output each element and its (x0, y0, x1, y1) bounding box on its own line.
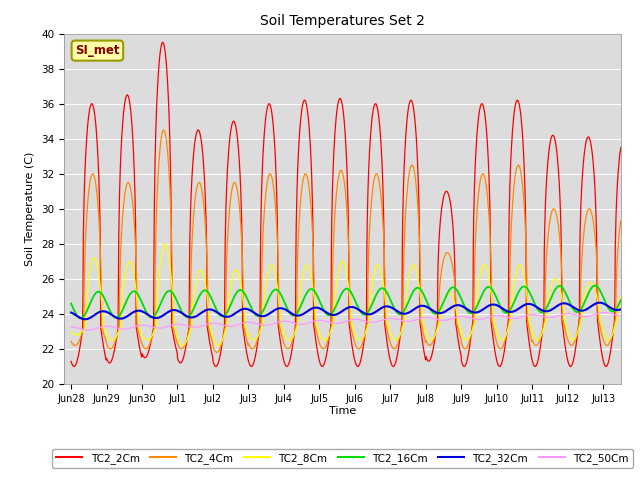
TC2_50Cm (545, 315, 552, 321)
TC2_50Cm (177, 322, 184, 327)
X-axis label: Time: Time (329, 407, 356, 417)
TC2_16Cm (617, 297, 625, 303)
TC2_8Cm (227, 286, 234, 292)
TC2_4Cm (177, 346, 184, 351)
TC2_50Cm (276, 319, 284, 324)
TC2_4Cm (67, 338, 75, 344)
TC2_8Cm (545, 294, 552, 300)
TC2_2Cm (159, 39, 166, 45)
TC2_16Cm (591, 283, 599, 288)
TC2_4Cm (484, 197, 492, 203)
TC2_4Cm (166, 192, 174, 198)
TC2_2Cm (67, 359, 75, 364)
TC2_16Cm (545, 301, 552, 307)
TC2_32Cm (177, 310, 184, 315)
TC2_8Cm (177, 341, 184, 347)
TC2_4Cm (276, 327, 284, 333)
TC2_50Cm (67, 324, 75, 330)
Line: TC2_8Cm: TC2_8Cm (71, 244, 621, 346)
TC2_32Cm (276, 305, 284, 311)
TC2_8Cm (214, 343, 222, 348)
TC2_4Cm (227, 198, 234, 204)
TC2_50Cm (84, 327, 92, 333)
TC2_32Cm (617, 306, 625, 312)
TC2_2Cm (602, 363, 610, 369)
TC2_8Cm (276, 320, 284, 326)
TC2_16Cm (177, 306, 184, 312)
Line: TC2_4Cm: TC2_4Cm (71, 130, 621, 352)
TC2_16Cm (166, 288, 174, 294)
Line: TC2_32Cm: TC2_32Cm (71, 303, 621, 319)
TC2_32Cm (67, 310, 75, 315)
TC2_8Cm (67, 329, 75, 335)
TC2_2Cm (483, 140, 491, 145)
Line: TC2_2Cm: TC2_2Cm (71, 42, 621, 366)
Title: Soil Temperatures Set 2: Soil Temperatures Set 2 (260, 14, 425, 28)
TC2_32Cm (81, 316, 89, 322)
TC2_32Cm (483, 303, 491, 309)
TC2_16Cm (77, 315, 84, 321)
Y-axis label: Soil Temperature (C): Soil Temperature (C) (26, 152, 35, 266)
TC2_2Cm (166, 150, 174, 156)
TC2_32Cm (166, 308, 174, 314)
TC2_50Cm (617, 313, 625, 319)
TC2_50Cm (600, 310, 607, 315)
Line: TC2_16Cm: TC2_16Cm (71, 286, 621, 318)
TC2_4Cm (159, 127, 167, 133)
TC2_8Cm (617, 294, 625, 300)
TC2_50Cm (166, 323, 174, 328)
TC2_16Cm (483, 284, 491, 290)
TC2_8Cm (166, 264, 174, 270)
TC2_2Cm (617, 144, 625, 150)
TC2_2Cm (177, 360, 184, 366)
Line: TC2_50Cm: TC2_50Cm (71, 312, 621, 330)
TC2_4Cm (213, 349, 221, 355)
TC2_4Cm (617, 218, 625, 224)
Text: SI_met: SI_met (75, 44, 120, 57)
TC2_32Cm (596, 300, 604, 306)
TC2_8Cm (484, 269, 492, 275)
TC2_2Cm (545, 154, 552, 159)
TC2_16Cm (67, 300, 75, 306)
TC2_32Cm (545, 308, 552, 314)
TC2_16Cm (276, 290, 284, 296)
TC2_2Cm (226, 133, 234, 139)
TC2_50Cm (226, 324, 234, 329)
TC2_16Cm (226, 303, 234, 309)
Legend: TC2_2Cm, TC2_4Cm, TC2_8Cm, TC2_16Cm, TC2_32Cm, TC2_50Cm: TC2_2Cm, TC2_4Cm, TC2_8Cm, TC2_16Cm, TC2… (52, 449, 632, 468)
TC2_4Cm (545, 227, 552, 233)
TC2_50Cm (483, 315, 491, 321)
TC2_8Cm (161, 241, 169, 247)
TC2_2Cm (276, 336, 284, 341)
TC2_32Cm (226, 313, 234, 319)
